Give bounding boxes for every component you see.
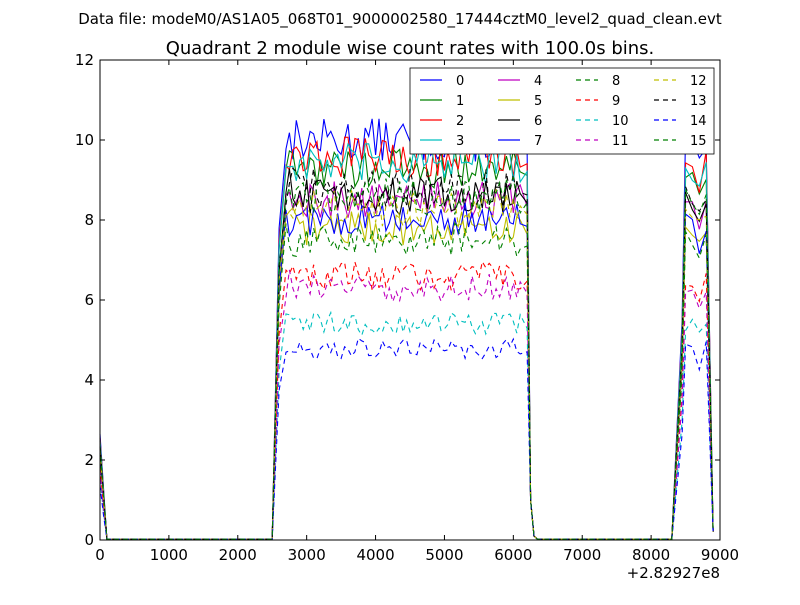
series-line-11 <box>99 269 714 540</box>
series-line-14 <box>99 337 714 540</box>
legend-label-8: 8 <box>612 74 620 89</box>
plot-area <box>99 118 714 540</box>
y-tick-label: 12 <box>75 51 94 69</box>
series-line-8 <box>99 222 714 540</box>
series-line-15 <box>99 177 714 540</box>
y-tick-label: 0 <box>84 531 94 549</box>
series-line-4 <box>99 181 714 540</box>
y-tick-label: 6 <box>84 291 94 309</box>
legend-label-12: 12 <box>690 74 707 89</box>
data-file-suptitle: Data file: modeM0/AS1A05_068T01_90000025… <box>78 10 722 29</box>
legend-label-15: 15 <box>690 134 707 149</box>
series-line-7 <box>99 202 714 540</box>
series-line-10 <box>99 310 714 540</box>
x-tick-label: 1000 <box>150 546 188 564</box>
legend-label-11: 11 <box>612 134 629 149</box>
series-line-1 <box>99 147 714 540</box>
axes: 0 1000 2000 3000 4000 5000 6000 7000 8000 9000 0 2 4… <box>75 51 739 564</box>
legend-label-5: 5 <box>534 94 542 109</box>
series-line-9 <box>99 260 714 540</box>
x-tick-label: 4000 <box>356 546 394 564</box>
x-tick-label: 7000 <box>563 546 601 564</box>
x-tick-label: 9000 <box>701 546 739 564</box>
legend-label-4: 4 <box>534 74 542 89</box>
y-tick-label: 8 <box>84 211 94 229</box>
legend-label-1: 1 <box>456 94 464 109</box>
chart-title: Quadrant 2 module wise count rates with … <box>166 38 655 59</box>
x-tick-label: 6000 <box>494 546 532 564</box>
x-tick-label: 3000 <box>288 546 326 564</box>
series-line-12 <box>99 188 714 540</box>
legend-label-14: 14 <box>690 114 707 129</box>
series-line-5 <box>99 206 714 540</box>
x-axis-offset-label: +2.82927e8 <box>627 564 720 582</box>
legend-label-7: 7 <box>534 134 542 149</box>
legend-label-0: 0 <box>456 74 464 89</box>
x-tick-label: 2000 <box>219 546 257 564</box>
legend-label-3: 3 <box>456 134 464 149</box>
x-tick-label: 0 <box>95 546 105 564</box>
x-tick-label: 8000 <box>632 546 670 564</box>
legend-label-13: 13 <box>690 94 707 109</box>
legend-label-9: 9 <box>612 94 620 109</box>
y-tick-label: 10 <box>75 131 94 149</box>
series-line-2 <box>99 135 714 540</box>
legend-label-2: 2 <box>456 114 464 129</box>
y-tick-label: 4 <box>84 371 94 389</box>
series-line-13 <box>99 167 714 540</box>
x-tick-label: 5000 <box>425 546 463 564</box>
legend-label-10: 10 <box>612 114 629 129</box>
legend-label-6: 6 <box>534 114 542 129</box>
y-tick-label: 2 <box>84 451 94 469</box>
